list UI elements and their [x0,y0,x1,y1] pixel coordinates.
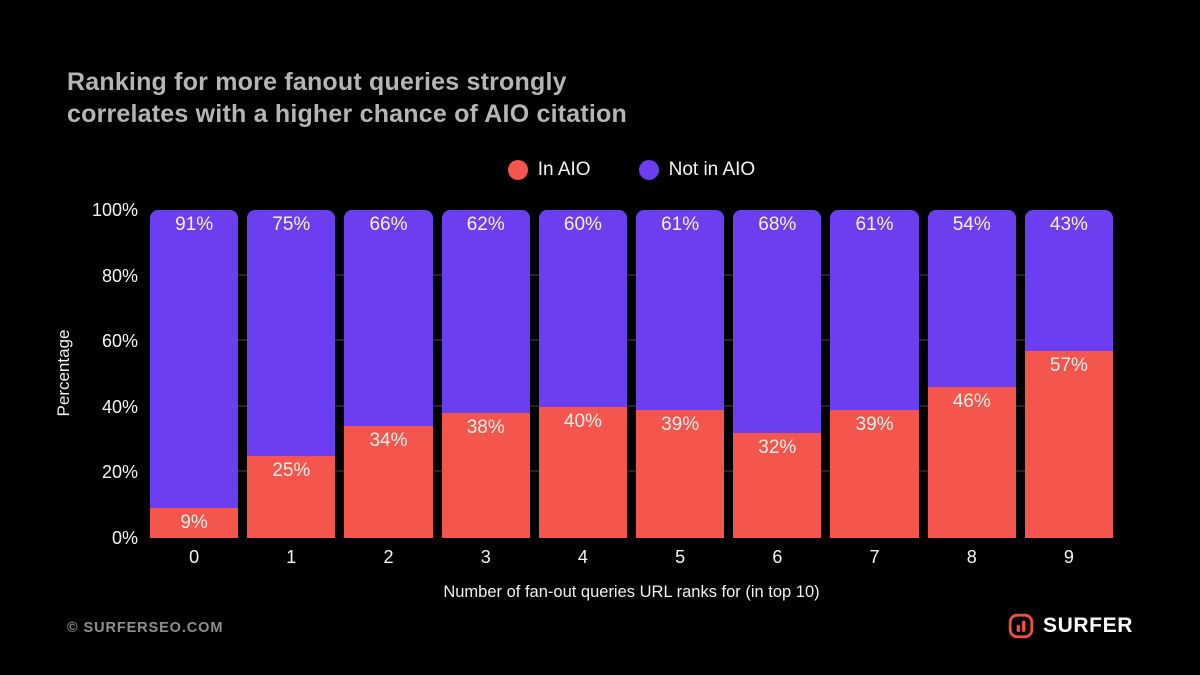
x-tick-9: 9 [1063,547,1074,567]
segment-in-aio: 9% [150,508,239,538]
x-tick-2: 2 [383,547,394,567]
segment-not-in-aio: 60% [538,210,628,407]
segment-value-label: 61% [855,214,894,235]
plot-area: 91% 9% 75% 25% 66% 34% 62% 38% 60% 40% 61% 39% 68% 32… [150,210,1114,538]
legend-item-in-aio: In AIO [507,159,591,181]
legend-label: Not in AIO [668,159,756,180]
x-axis-title: Number of fan-out queries URL ranks for … [443,583,820,601]
bar-2: 66% 34% [344,210,433,538]
x-tick-7: 7 [869,547,880,567]
gridline-80 [150,273,1113,276]
segment-value-label: 9% [180,512,208,534]
segment-value-label: 57% [1049,355,1088,377]
segment-in-aio: 57% [1024,351,1114,538]
segment-in-aio: 25% [247,456,336,538]
x-tick-8: 8 [966,547,977,567]
segment-value-label: 25% [272,460,311,481]
y-tick-20: 20% [101,462,138,483]
bar-5: 61% 39% [636,210,725,538]
x-tick-4: 4 [577,547,588,567]
segment-value-label: 75% [272,214,311,235]
legend-item-not-in-aio: Not in AIO [638,159,756,181]
segment-in-aio: 39% [636,410,725,538]
segment-not-in-aio: 91% [150,210,239,509]
bar-9: 43% 57% [1024,210,1114,538]
segment-value-label: 62% [466,214,505,235]
legend-label: In AIO [537,159,591,180]
segment-value-label: 66% [369,214,408,235]
legend: In AIO Not in AIO [150,159,1113,181]
bar-8: 54% 46% [927,210,1016,538]
y-tick-40: 40% [101,396,138,417]
bar-0: 91% 9% [150,210,239,538]
brand-name: SURFER [1043,614,1133,637]
segment-value-label: 38% [466,417,505,439]
segment-value-label: 91% [175,214,214,235]
segment-not-in-aio: 68% [733,210,822,434]
segment-not-in-aio: 61% [636,210,725,411]
segment-in-aio: 34% [344,426,433,538]
segment-not-in-aio: 54% [927,210,1016,388]
gridline-60 [150,339,1113,342]
y-tick-100: 100% [91,200,138,220]
gridline-20 [150,470,1113,473]
y-tick-60: 60% [101,331,138,352]
bar-3: 62% 38% [441,210,530,538]
chart-title: Ranking for more fanout queries strongly… [67,68,627,128]
bar-6: 68% 32% [733,210,822,538]
segment-not-in-aio: 75% [247,210,336,456]
x-tick-5: 5 [675,547,686,567]
segment-value-label: 40% [563,410,602,432]
bar-1: 75% 25% [247,210,336,538]
x-tick-6: 6 [772,547,783,567]
not-in-aio-dot-icon [638,160,659,180]
x-tick-0: 0 [189,547,200,567]
segment-value-label: 54% [952,214,991,235]
segment-in-aio: 39% [830,410,919,538]
segment-value-label: 32% [758,437,797,459]
segment-value-label: 61% [661,214,700,235]
segment-value-label: 43% [1049,214,1088,235]
segment-value-label: 60% [563,214,602,235]
y-tick-0: 0% [111,528,138,548]
segment-in-aio: 38% [441,413,530,538]
segment-not-in-aio: 62% [441,210,530,414]
segment-in-aio: 32% [733,433,822,538]
x-axis-ticks: 0 1 2 3 4 5 6 7 8 9 [150,547,1113,568]
surfer-logo-icon [1008,613,1034,639]
in-aio-dot-icon [507,160,528,180]
gridline-40 [150,404,1113,407]
bar-7: 61% 39% [830,210,919,538]
brand-logo: SURFER [1008,613,1133,639]
segment-value-label: 39% [661,414,700,436]
segment-value-label: 46% [952,391,991,413]
segment-not-in-aio: 61% [830,210,919,411]
y-axis-ticks: 0% 20% 40% 60% 80% 100% [0,201,138,547]
y-tick-80: 80% [101,265,138,286]
bars-container: 91% 9% 75% 25% 66% 34% 62% 38% 60% 40% 61% 39% 68% 32… [150,210,1114,538]
segment-value-label: 39% [855,414,894,436]
copyright-text: © SURFERSEO.COM [67,620,224,636]
segment-in-aio: 46% [927,387,1016,538]
segment-value-label: 34% [369,430,408,452]
bar-4: 60% 40% [538,210,628,538]
segment-in-aio: 40% [538,406,628,538]
segment-not-in-aio: 43% [1024,210,1114,352]
segment-value-label: 68% [758,214,797,235]
segment-not-in-aio: 66% [344,210,433,427]
x-tick-1: 1 [286,547,297,567]
x-tick-3: 3 [480,547,491,567]
